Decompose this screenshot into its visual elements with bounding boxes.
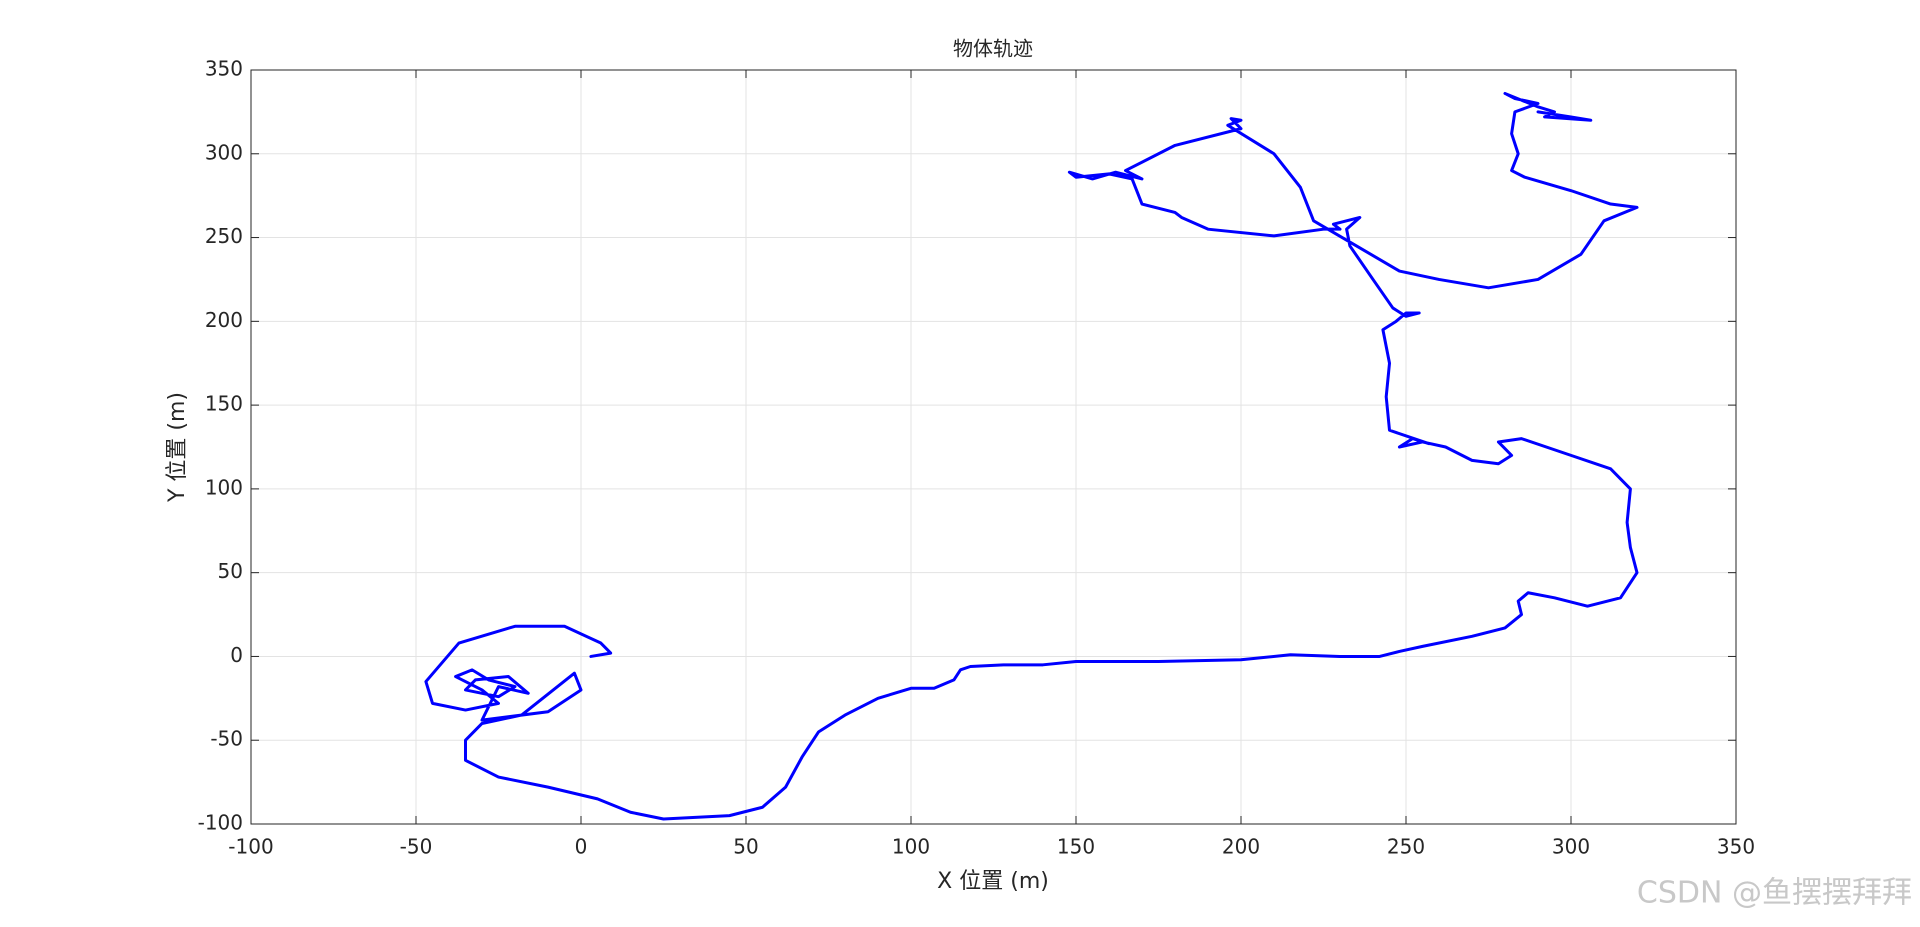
chart-title: 物体轨迹	[953, 37, 1033, 61]
y-tick-label: 250	[205, 224, 243, 248]
y-tick-label: 300	[205, 140, 243, 164]
x-tick-label: 300	[1552, 835, 1590, 859]
watermark: CSDN @鱼摆摆拜拜	[1637, 876, 1912, 911]
x-tick-label: 350	[1717, 835, 1755, 859]
x-tick-label: 0	[575, 835, 588, 859]
y-tick-label: -100	[198, 811, 243, 835]
x-tick-label: 250	[1387, 835, 1425, 859]
x-tick-label: -100	[228, 835, 273, 859]
y-tick-label: 150	[205, 392, 243, 416]
trajectory-line	[424, 91, 1639, 821]
x-axis-label: X 位置 (m)	[937, 869, 1049, 894]
y-tick-label: 0	[230, 643, 243, 667]
x-tick-label: 100	[892, 835, 930, 859]
x-tick-label: 50	[733, 835, 758, 859]
x-tick-label: 200	[1222, 835, 1260, 859]
x-tick-label: 150	[1057, 835, 1095, 859]
y-tick-label: 100	[205, 475, 243, 499]
y-tick-label: -50	[210, 727, 243, 751]
y-axis-label: Y 位置 (m)	[165, 392, 190, 503]
y-tick-label: 200	[205, 308, 243, 332]
x-tick-label: -50	[400, 835, 433, 859]
plot-frame	[250, 69, 1737, 825]
y-tick-label: 50	[218, 559, 243, 583]
y-tick-label: 350	[205, 57, 243, 81]
